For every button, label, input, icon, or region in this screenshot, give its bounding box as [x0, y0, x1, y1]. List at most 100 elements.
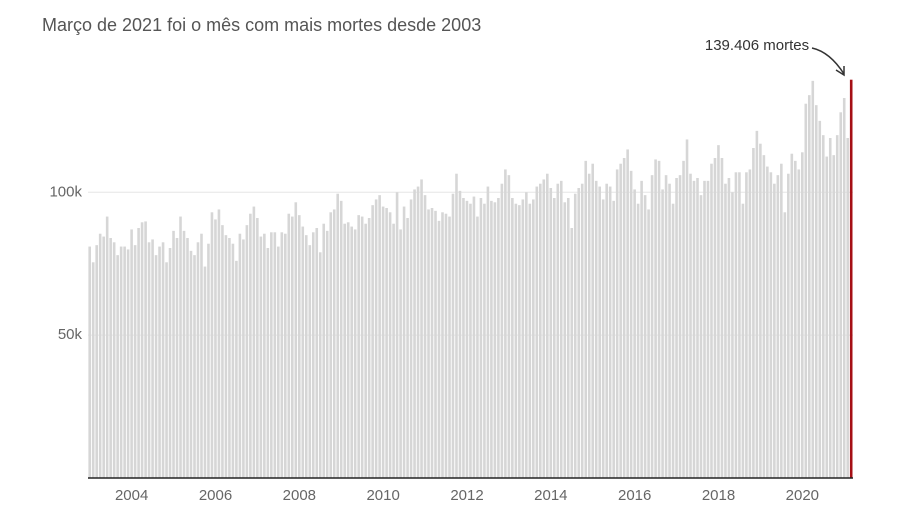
bar	[392, 223, 395, 478]
bar	[357, 215, 360, 478]
bar	[242, 239, 245, 478]
bar	[703, 180, 706, 478]
bar	[532, 199, 535, 478]
bar	[587, 173, 591, 478]
bar	[175, 238, 179, 478]
bar	[685, 139, 689, 478]
bar	[689, 173, 692, 478]
bar	[179, 216, 182, 479]
bar	[95, 245, 98, 478]
bar	[504, 169, 507, 478]
bar	[741, 203, 745, 478]
bar	[266, 248, 270, 478]
bar	[594, 180, 598, 478]
bar	[814, 105, 818, 479]
bar	[608, 186, 612, 479]
bar	[235, 260, 238, 478]
bar	[332, 209, 336, 478]
bar	[839, 112, 843, 479]
bar	[657, 160, 661, 478]
bar	[678, 175, 682, 478]
bar	[559, 180, 563, 478]
x-tick-label: 2018	[702, 487, 735, 504]
bar	[161, 242, 165, 478]
bar	[458, 190, 462, 478]
bar	[720, 158, 724, 478]
bar	[507, 175, 511, 478]
bar	[465, 200, 469, 478]
bar	[123, 246, 126, 478]
bar	[245, 225, 249, 478]
bar	[664, 175, 668, 478]
bar	[189, 250, 193, 478]
bar	[402, 206, 406, 479]
bar	[210, 212, 214, 479]
x-tick-label: 2020	[786, 487, 819, 504]
bar	[228, 238, 231, 478]
bar	[511, 198, 514, 478]
bar	[783, 212, 787, 479]
bar	[462, 198, 465, 478]
bar	[710, 163, 713, 478]
bar	[486, 186, 490, 479]
bar	[476, 216, 479, 479]
bar	[821, 135, 825, 478]
bar	[629, 170, 633, 478]
bar	[563, 202, 567, 479]
bar	[395, 192, 399, 479]
bar	[448, 216, 451, 479]
bar	[308, 245, 312, 478]
bar	[203, 266, 207, 478]
bar	[612, 200, 615, 478]
bar	[640, 180, 643, 478]
bar	[413, 189, 416, 478]
bar	[773, 183, 776, 478]
bar	[304, 235, 308, 478]
bar	[252, 206, 256, 479]
bar	[539, 183, 542, 478]
bar	[270, 232, 273, 478]
bar	[731, 192, 734, 479]
bar	[430, 208, 434, 478]
bar	[182, 230, 186, 478]
bar	[807, 95, 811, 479]
bar	[388, 212, 392, 479]
x-tick-label: 2008	[283, 487, 316, 504]
y-tick-label: 100k	[49, 183, 82, 200]
bar	[535, 186, 539, 479]
bar	[493, 202, 497, 479]
bar	[339, 200, 343, 478]
bar	[734, 172, 738, 479]
bar	[444, 213, 448, 478]
bar	[193, 255, 196, 478]
bar	[626, 149, 629, 478]
bar	[469, 203, 472, 478]
bar	[353, 229, 357, 478]
bar	[661, 189, 664, 478]
bar	[371, 205, 374, 478]
bar	[748, 169, 752, 478]
bar	[713, 158, 717, 478]
bar	[119, 246, 123, 478]
bar	[287, 213, 291, 478]
bar	[273, 232, 277, 478]
bar	[780, 163, 783, 478]
bar	[420, 179, 423, 478]
bar	[374, 199, 378, 478]
bar	[256, 218, 259, 478]
bar	[846, 138, 850, 478]
bar	[109, 238, 112, 478]
bar	[350, 226, 353, 478]
bar	[542, 179, 546, 478]
bar	[671, 203, 675, 478]
bar	[88, 246, 91, 478]
bar	[738, 172, 741, 479]
bar	[186, 238, 189, 478]
bar	[832, 155, 836, 478]
bar	[828, 138, 832, 478]
bar	[196, 242, 200, 478]
bar	[378, 195, 381, 478]
bar	[605, 183, 608, 478]
bar	[406, 218, 409, 478]
bar	[277, 246, 280, 478]
